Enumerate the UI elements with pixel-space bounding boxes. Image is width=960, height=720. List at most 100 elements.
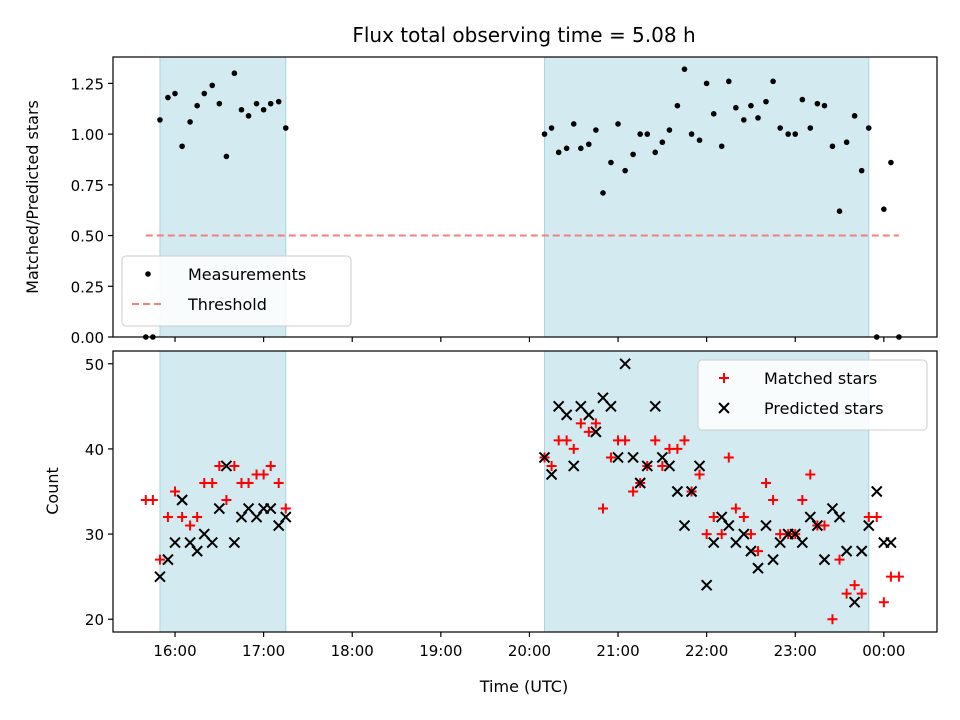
count-point [546,460,557,471]
count-point [826,502,839,515]
ratio-point [209,82,216,89]
ratio-point [253,100,260,107]
ratio-point [622,167,628,174]
ratio-point [231,70,238,77]
ratio-point [187,119,193,125]
ratio-point [179,143,185,150]
count-point [871,512,882,523]
count-point [767,553,779,566]
count-point [265,502,277,515]
count-point [280,511,292,523]
count-point [628,486,639,497]
count-point [207,477,218,488]
count-observing-span-0 [159,350,287,633]
count-axes-frame [112,350,938,633]
count-point [678,519,691,532]
count-point [730,503,741,514]
x-tick-label: 16:00 [153,642,196,660]
count-point [243,477,254,488]
count-point [657,460,668,471]
ratio-y-tick-label: 0.50 [71,228,104,246]
count-point [184,536,196,549]
count-point [169,536,181,549]
count-point [723,452,734,463]
ratio-point [555,149,562,156]
count-y-tick-label: 20 [85,611,104,629]
count-point [560,409,573,421]
count-point [723,519,735,532]
ratio-point [836,208,843,215]
ratio-point [681,66,688,72]
x-tick-label: 20:00 [508,642,551,660]
x-tick-label: 21:00 [596,642,639,660]
count-point [752,562,764,574]
count-point [841,588,852,599]
ratio-y-axis-label: Matched/Predicted stars [23,100,42,294]
ratio-legend: Measurements Threshold [121,255,352,327]
count-point [191,545,203,557]
ratio-point [725,78,732,85]
ratio-y-tick-label: 0.25 [71,278,104,296]
ratio-point [755,115,761,121]
x-tick-label: 18:00 [331,642,374,660]
count-point [693,460,706,472]
count-point [177,512,188,523]
count-point [250,511,263,523]
count-point [154,570,166,583]
ratio-legend-box [121,255,352,327]
ratio-point [578,145,584,152]
count-point [627,451,639,464]
ratio-point [807,125,814,131]
ratio-legend-marker [145,271,151,277]
count-point [760,477,771,488]
count-point [162,512,173,523]
count-point [176,494,188,506]
ratio-point [282,125,289,131]
count-point [708,512,719,523]
count-point [827,614,838,625]
count-legend: Matched stars Predicted stars [697,359,928,431]
ratio-point [644,131,651,137]
ratio-point [748,102,754,109]
count-point [265,460,276,471]
ratio-point [799,96,806,103]
x-axis-label: Time (UTC) [479,677,568,696]
count-point [716,529,727,540]
count-y-tick-label: 50 [85,356,104,374]
ratio-point [593,127,599,133]
ratio-legend-label: Threshold [187,295,267,314]
count-point [213,502,226,515]
ratio-point [666,127,673,133]
count-point [561,435,572,446]
ratio-point [843,139,850,146]
count-point [220,460,233,472]
count-point [738,512,749,523]
ratio-point [165,94,171,101]
count-legend-label: Matched stars [764,369,877,388]
count-point [229,460,240,471]
count-point [855,545,868,557]
ratio-point [172,90,178,97]
count-panel: 20 30 40 50 16:00 17:00 18:00 19:00 20:00 21:00 22… [85,350,938,660]
count-point [568,443,579,454]
count-point [753,546,764,557]
count-y-axis-label: Count [43,467,62,515]
ratio-point [733,104,739,111]
ratio-point [821,102,828,109]
ratio-point [216,100,223,107]
ratio-point [585,141,592,148]
count-point [833,511,846,523]
ratio-point [785,131,791,137]
count-point [671,485,684,498]
ratio-point [763,98,769,105]
ratio-point [696,137,703,143]
count-point [597,503,608,514]
count-point [612,451,624,464]
ratio-point [615,121,621,127]
x-tick-label: 22:00 [685,642,728,660]
count-y-tick-label: 30 [85,526,104,544]
x-tick-label: 23:00 [774,642,817,660]
count-point [583,426,594,437]
ratio-point [718,143,725,150]
count-point [871,485,883,498]
